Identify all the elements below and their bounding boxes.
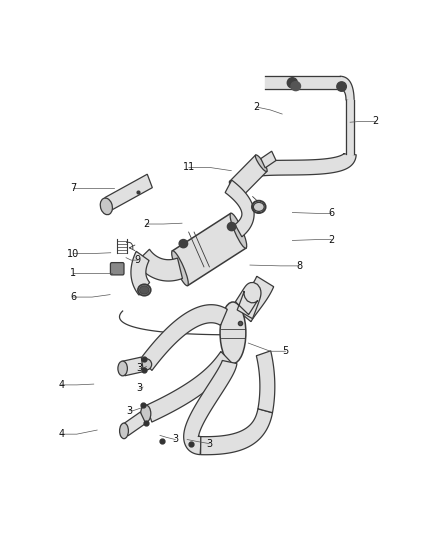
Polygon shape (225, 180, 254, 237)
Text: 9: 9 (135, 255, 141, 265)
Ellipse shape (253, 203, 264, 212)
Ellipse shape (120, 423, 128, 439)
Text: 3: 3 (172, 434, 178, 445)
Polygon shape (256, 351, 275, 413)
Ellipse shape (220, 302, 246, 364)
Polygon shape (136, 249, 183, 281)
Polygon shape (131, 252, 150, 295)
Polygon shape (249, 154, 356, 177)
Text: 6: 6 (71, 292, 77, 302)
Polygon shape (146, 351, 232, 422)
Text: 4: 4 (59, 429, 64, 439)
Polygon shape (235, 276, 274, 321)
Polygon shape (123, 412, 146, 436)
Text: 4: 4 (59, 380, 64, 390)
Ellipse shape (287, 78, 297, 88)
Polygon shape (105, 174, 152, 211)
Ellipse shape (100, 198, 113, 215)
Text: 1: 1 (71, 268, 77, 278)
Polygon shape (340, 76, 354, 102)
Ellipse shape (291, 82, 300, 91)
Ellipse shape (179, 239, 187, 248)
Text: 3: 3 (137, 383, 143, 393)
Ellipse shape (227, 222, 236, 231)
Polygon shape (230, 155, 267, 198)
Text: 5: 5 (283, 346, 289, 356)
Ellipse shape (337, 82, 346, 91)
Text: 3: 3 (206, 439, 212, 449)
Text: 3: 3 (137, 364, 143, 374)
Ellipse shape (138, 284, 151, 296)
Polygon shape (201, 409, 272, 455)
Ellipse shape (140, 359, 152, 370)
Text: 6: 6 (328, 208, 335, 219)
Text: 2: 2 (372, 116, 379, 126)
Ellipse shape (118, 361, 127, 376)
Polygon shape (184, 360, 237, 455)
Ellipse shape (141, 405, 151, 422)
Text: 7: 7 (70, 183, 77, 193)
Polygon shape (235, 282, 261, 319)
Ellipse shape (230, 181, 241, 198)
Ellipse shape (255, 155, 267, 172)
Text: 2: 2 (143, 219, 149, 229)
Text: 10: 10 (67, 248, 80, 259)
Ellipse shape (172, 251, 188, 286)
FancyBboxPatch shape (110, 263, 124, 275)
Text: 8: 8 (296, 261, 302, 271)
Text: 3: 3 (127, 406, 132, 416)
Ellipse shape (230, 213, 247, 248)
Polygon shape (141, 305, 227, 370)
Text: 11: 11 (183, 163, 195, 172)
Ellipse shape (140, 286, 149, 294)
Polygon shape (123, 357, 143, 376)
Polygon shape (172, 213, 246, 286)
Text: 2: 2 (328, 235, 335, 245)
Text: 2: 2 (254, 102, 260, 112)
Polygon shape (261, 151, 276, 168)
